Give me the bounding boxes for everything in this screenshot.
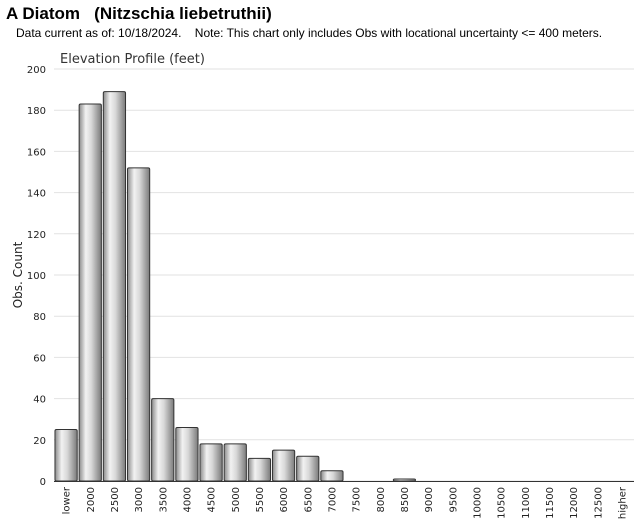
bar-5500 [247,457,272,482]
x-tick-label: 10000 [472,487,483,519]
x-tick-label: 6500 [303,487,314,512]
y-tick-label: 180 [27,106,46,117]
bar-8500 [392,478,417,482]
y-tick-label: 200 [27,65,46,76]
bar-3000 [126,167,151,482]
gridlines [54,68,634,482]
y-axis-title: Obs. Count [11,241,25,308]
x-tick-label: 12500 [593,487,604,519]
x-tick-label: 5500 [255,487,266,512]
x-tick-label: 11500 [545,487,556,519]
chart-title: Elevation Profile (feet) [60,52,205,67]
y-tick-labels: 0 20 40 60 80 100 120 140 160 180 200 [27,65,46,488]
bar-2500 [102,91,127,482]
bar-4000 [175,426,199,482]
y-tick-label: 40 [33,395,46,406]
chart-header-subtitle: Data current as of: 10/18/2024. Note: Th… [16,26,603,40]
x-tick-label: 10500 [497,487,508,519]
chart-header-title: A Diatom (Nitzschia liebetruthii) [6,4,272,23]
x-tick-label: higher [617,486,628,519]
y-tick-label: 140 [27,189,46,200]
x-tick-label: 12000 [569,487,580,519]
bar-6000 [271,449,296,482]
x-tick-label: 9000 [424,487,435,512]
y-tick-label: 100 [27,271,46,282]
x-tick-label: 2500 [110,487,121,512]
x-tick-label: 6000 [279,487,290,512]
x-tick-label: 8000 [376,487,387,512]
bar-4500 [199,443,223,482]
bars [54,91,417,482]
y-tick-label: 80 [33,312,46,323]
x-tick-label: 3000 [134,487,145,512]
x-tick-labels: lower 2000 2500 3000 3500 4000 4500 5000 5500 600… [62,486,629,519]
x-tick-label: lower [62,486,73,514]
y-tick-label: 0 [40,477,46,488]
x-tick-label: 7500 [352,487,363,512]
x-tick-label: 4500 [207,487,218,512]
x-tick-label: 9500 [448,487,459,512]
bar-2000 [78,103,102,482]
x-tick-label: 5000 [231,487,242,512]
y-tick-label: 20 [33,436,46,447]
bar-6500 [296,455,320,482]
x-tick-label: 8500 [400,487,411,512]
y-tick-label: 160 [27,147,46,158]
x-tick-label: 4000 [182,487,193,512]
y-tick-label: 120 [27,230,46,241]
x-tick-label: 3500 [158,487,169,512]
x-tick-label: 2000 [86,487,97,512]
x-tick-label: 7000 [327,487,338,512]
bar-7000 [320,470,344,482]
bar-3500 [151,398,175,482]
x-tick-label: 11000 [521,487,532,519]
y-tick-label: 60 [33,353,46,364]
bar-5000 [223,443,247,482]
bar-lower [54,429,78,482]
